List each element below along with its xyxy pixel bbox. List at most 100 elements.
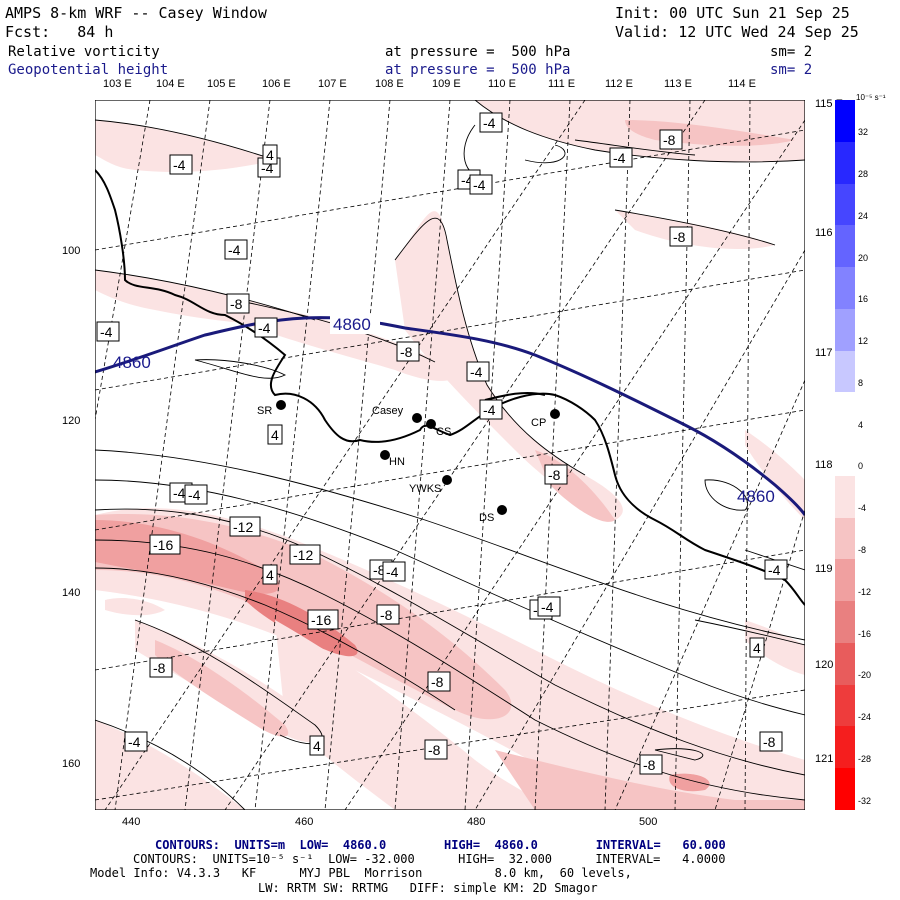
vorticity-value: -8 <box>380 607 393 623</box>
top-lon-label: 110 E <box>488 78 516 90</box>
vorticity-label-box: -12 <box>229 516 261 537</box>
vorticity-label-box: 4 <box>262 564 278 585</box>
field1-level: at pressure = 500 hPa <box>385 44 571 60</box>
colorbar-swatch <box>835 100 855 143</box>
colorbar-swatch <box>835 475 855 519</box>
height-contour-4860 <box>95 316 805 516</box>
vorticity-value: -8 <box>663 132 676 148</box>
colorbar-swatch <box>835 183 855 226</box>
colorbar-label: 8 <box>858 377 864 388</box>
vorticity-label-box: -4 <box>224 239 248 260</box>
vorticity-value: -4 <box>173 485 186 501</box>
vorticity-value: -8 <box>643 757 656 773</box>
vorticity-label-box: -16 <box>307 609 339 630</box>
top-lon-label: 105 E <box>207 78 236 90</box>
vorticity-label-box: -4 <box>479 112 503 133</box>
station-label: YWKS <box>409 483 441 495</box>
height-label-3: 4860 <box>737 487 775 506</box>
station-ywks: YWKS <box>409 475 452 495</box>
vorticity-colorbar <box>835 100 855 811</box>
field2-smoothing: sm= 2 <box>770 62 813 78</box>
y-tick-160: 160 <box>62 758 81 770</box>
model-title: AMPS 8-km WRF -- Casey Window <box>5 4 267 22</box>
colorbar-swatch <box>835 141 855 184</box>
x-tick-460: 460 <box>295 816 314 828</box>
vorticity-map: 4860 4860 4860 -4 -4-4-4-4-8-4-8-8-4 -44-4… <box>95 100 805 810</box>
init-time: Init: 00 UTC Sun 21 Sep 25 <box>615 4 850 22</box>
top-lon-label: 106 E <box>262 78 291 90</box>
vorticity-label-box: -4 <box>254 317 278 338</box>
height-label-1: 4860 <box>113 353 151 372</box>
vorticity-label-box: -12 <box>289 544 321 565</box>
vorticity-label-box: -8 <box>759 731 783 752</box>
colorbar-label: 32 <box>858 127 869 138</box>
field2-name: Geopotential height <box>8 62 169 78</box>
vorticity-label-box: -8 <box>639 754 663 775</box>
vorticity-label-box: -4 <box>124 731 148 752</box>
vorticity-value: -8 <box>400 344 413 360</box>
vorticity-value: -16 <box>311 612 331 628</box>
vorticity-labels: -4 -4-4-4-4-8-4-8-8-4 -44-4-8-8-4-12-16-12… <box>96 112 788 775</box>
colorbar-swatch <box>835 601 855 644</box>
colorbar-label: 28 <box>858 169 869 180</box>
top-lon-label: 103 E <box>103 78 132 90</box>
coastline <box>95 169 805 606</box>
vorticity-value: -4 <box>128 734 141 750</box>
physics-info: LW: RRTM SW: RRTMG DIFF: simple KM: 2D S… <box>258 881 598 895</box>
vorticity-label-box: -8 <box>427 671 451 692</box>
height-label-2: 4860 <box>333 315 371 334</box>
vorticity-value: 4 <box>266 567 274 583</box>
vorticity-label-box: -4 <box>184 484 208 505</box>
vorticity-label-box: 4 <box>267 424 283 445</box>
colorbar-swatch <box>835 392 855 435</box>
vorticity-label-box: 4 <box>749 637 765 658</box>
station-label: CP <box>531 417 546 429</box>
vorticity-value: 4 <box>753 640 761 656</box>
colorbar-swatch <box>835 559 855 602</box>
colorbar-label: 20 <box>858 252 869 263</box>
station-hn: HN <box>380 450 405 468</box>
colorbar-label: -4 <box>858 503 867 514</box>
lat-lon-grid <box>95 100 805 810</box>
top-lon-label: 114 E <box>728 78 756 90</box>
vorticity-label-box: -4 <box>479 399 503 420</box>
top-lon-label: 104 E <box>156 78 185 90</box>
vorticity-label-box: -8 <box>226 293 250 314</box>
x-tick-480: 480 <box>467 816 486 828</box>
vorticity-value: -8 <box>153 660 166 676</box>
field1-name: Relative vorticity <box>8 44 160 60</box>
x-tick-500: 500 <box>639 816 658 828</box>
colorbar-label: -16 <box>858 628 872 639</box>
colorbar-swatch <box>835 267 855 310</box>
vorticity-value: -4 <box>473 177 486 193</box>
y-tick-100: 100 <box>62 245 81 257</box>
vorticity-label-box: -4 <box>466 361 490 382</box>
vorticity-label-box: -4 <box>96 321 120 342</box>
vorticity-label-box: -8 <box>396 341 420 362</box>
vorticity-value: -16 <box>153 537 173 553</box>
vorticity-value: -12 <box>233 519 253 535</box>
station-casey: Casey <box>372 405 422 423</box>
station-marker <box>442 475 452 485</box>
top-lon-label: 107 E <box>318 78 347 90</box>
vorticity-label-box: -8 <box>376 604 400 625</box>
vorticity-label-box: -4 <box>537 596 561 617</box>
station-sr: SR <box>257 400 286 417</box>
vorticity-value: -8 <box>428 742 441 758</box>
colorbar-label: 0 <box>858 461 864 472</box>
valid-time: Valid: 12 UTC Wed 24 Sep 25 <box>615 23 859 41</box>
vorticity-label-box: -8 <box>149 657 173 678</box>
colorbar-swatch <box>835 684 855 727</box>
vorticity-value: 4 <box>313 738 321 754</box>
vorticity-label-box: -4 <box>469 174 493 195</box>
colorbar-unit: 10⁻⁵ s⁻¹ <box>856 93 886 102</box>
station-label: CS <box>436 426 451 438</box>
vorticity-label-box: -4 <box>609 147 633 168</box>
colorbar-swatch <box>835 350 855 393</box>
vorticity-label-box: -4 <box>169 154 193 175</box>
station-marker <box>497 505 507 515</box>
station-label: Casey <box>372 405 404 417</box>
vorticity-contours <box>95 100 805 810</box>
vorticity-value: -4 <box>613 150 626 166</box>
vorticity-label-box: -8 <box>424 739 448 760</box>
